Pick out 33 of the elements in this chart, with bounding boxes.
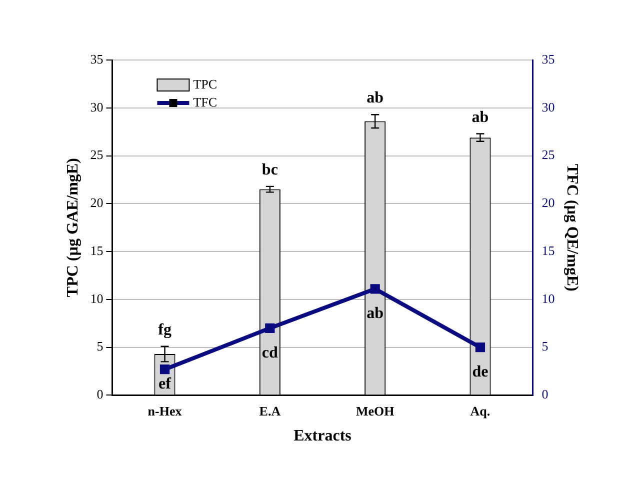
x-tick-label: Aq. [470, 403, 490, 418]
y-tick-label: 10 [90, 290, 104, 306]
y-tick-label: 5 [96, 338, 104, 354]
x-tick-label: n-Hex [148, 403, 182, 418]
y-tick-label: 15 [90, 242, 104, 258]
y2-tick-label: 30 [542, 99, 555, 114]
data-label: cd [262, 344, 278, 362]
legend-label: TFC [193, 94, 218, 110]
y2-tick-label: 0 [542, 386, 548, 402]
y2-tick-label: 20 [542, 195, 555, 210]
y2-tick-label: 5 [542, 338, 548, 354]
data-label: fg [158, 321, 172, 338]
y-axis-title: TPC (µg GAE/mgE) [64, 158, 82, 298]
y2-tick-label: 25 [542, 147, 555, 162]
y2-tick-label: 15 [542, 242, 555, 258]
x-tick-label: MeOH [356, 403, 394, 418]
y-tick-label: 0 [96, 386, 104, 402]
data-label: ab [366, 90, 384, 107]
legend-label: TPC [193, 76, 218, 92]
y2-tick-label: 10 [542, 290, 555, 306]
x-axis-title: Extracts [294, 428, 352, 445]
y-tick-label: 30 [90, 99, 104, 114]
y2-tick-label: 35 [542, 51, 555, 66]
data-label: de [472, 363, 488, 380]
y-tick-label: 20 [90, 195, 104, 210]
data-label: ab [366, 305, 384, 322]
y-tick-label: 25 [90, 147, 104, 162]
data-label: ef [158, 375, 172, 392]
data-label: ab [472, 108, 489, 126]
y-tick-label: 35 [90, 51, 104, 66]
y2-axis-title: TFC (µg QE/mgE) [563, 164, 580, 292]
data-label: bc [262, 162, 278, 179]
x-tick-label: E.A [259, 403, 282, 418]
